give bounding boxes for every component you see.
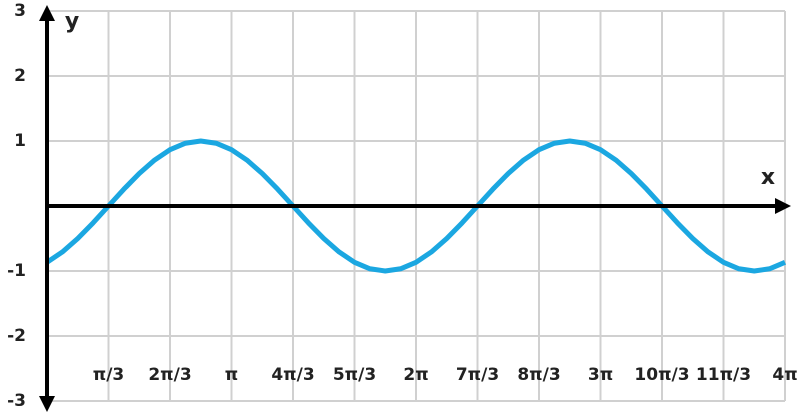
x-tick-label: 8π/3 xyxy=(517,365,560,385)
y-tick-label: -2 xyxy=(7,326,26,346)
x-tick-label: 4π xyxy=(772,365,797,385)
axes: π/3 2π/3 π 4π/3 5π/3 2π 7π/3 8π/3 3π 10π/3 11π/3 4π… xyxy=(7,1,798,412)
x-tick-label: 2π xyxy=(403,365,428,385)
x-tick-label: π/3 xyxy=(93,365,125,385)
grid xyxy=(47,10,786,402)
x-axis-label: x xyxy=(761,165,775,190)
x-tick-label: 11π/3 xyxy=(696,365,751,385)
y-tick-label: 2 xyxy=(14,66,26,86)
x-tick-label: 4π/3 xyxy=(271,365,314,385)
x-tick-label: 10π/3 xyxy=(634,365,689,385)
y-tick-label: 3 xyxy=(14,1,26,21)
x-tick-label: 2π/3 xyxy=(148,365,191,385)
x-tick-label: π xyxy=(225,365,238,385)
y-tick-label: -1 xyxy=(7,261,26,281)
x-tick-label: 3π xyxy=(588,365,613,385)
x-tick-label: 5π/3 xyxy=(333,365,376,385)
y-tick-label: 1 xyxy=(14,131,26,151)
x-tick-label: 7π/3 xyxy=(456,365,499,385)
y-tick-label: -3 xyxy=(7,391,26,411)
y-axis-label: y xyxy=(65,9,79,34)
